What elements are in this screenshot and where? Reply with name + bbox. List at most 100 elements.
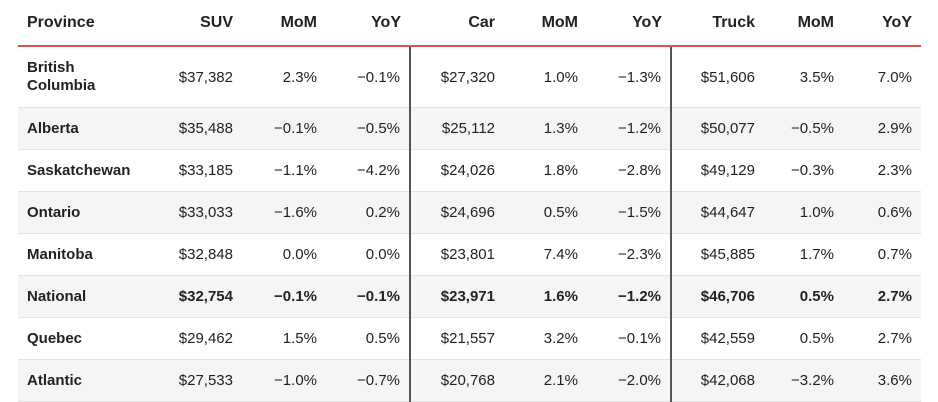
- province-cell: Manitoba: [18, 233, 144, 276]
- table-body: British Columbia $37,382 2.3% −0.1% $27,320 1…: [18, 46, 921, 402]
- truck-price-cell: $42,559: [670, 317, 764, 360]
- header-truck-mom: MoM: [764, 0, 843, 47]
- truck-yoy-cell: 2.7%: [843, 317, 921, 360]
- table-row: British Columbia $37,382 2.3% −0.1% $27,320 1…: [18, 46, 921, 108]
- truck-mom-cell: 3.5%: [764, 46, 843, 108]
- car-price-cell: $23,801: [409, 233, 504, 276]
- suv-price-cell: $32,848: [144, 233, 242, 276]
- suv-price-cell: $37,382: [144, 46, 242, 108]
- truck-mom-cell: 1.7%: [764, 233, 843, 276]
- truck-mom-cell: 0.5%: [764, 317, 843, 360]
- table-row: Ontario $33,033 −1.6% 0.2% $24,696 0.5% −1.5% $…: [18, 191, 921, 234]
- suv-yoy-cell: 0.5%: [326, 317, 410, 360]
- truck-mom-cell: 0.5%: [764, 275, 843, 318]
- suv-mom-cell: −0.1%: [242, 107, 326, 150]
- truck-yoy-cell: 3.6%: [843, 359, 921, 402]
- car-price-cell: $24,026: [409, 149, 504, 192]
- truck-price-cell: $49,129: [670, 149, 764, 192]
- suv-mom-cell: −1.1%: [242, 149, 326, 192]
- province-cell: Quebec: [18, 317, 144, 360]
- suv-price-cell: $29,462: [144, 317, 242, 360]
- car-price-cell: $27,320: [409, 46, 504, 108]
- header-truck: Truck: [671, 0, 764, 47]
- province-cell: Saskatchewan: [18, 149, 144, 192]
- car-price-cell: $24,696: [409, 191, 504, 234]
- car-yoy-cell: −2.8%: [587, 149, 671, 192]
- truck-price-cell: $45,885: [670, 233, 764, 276]
- truck-yoy-cell: 2.7%: [843, 275, 921, 318]
- suv-price-cell: $35,488: [144, 107, 242, 150]
- car-yoy-cell: −1.3%: [587, 46, 671, 108]
- price-table-container: Province SUV MoM YoY Car MoM YoY Truck M…: [18, 0, 921, 402]
- truck-mom-cell: −3.2%: [764, 359, 843, 402]
- car-mom-cell: 1.0%: [504, 46, 587, 108]
- car-yoy-cell: −1.5%: [587, 191, 671, 234]
- truck-yoy-cell: 0.6%: [843, 191, 921, 234]
- suv-mom-cell: −1.6%: [242, 191, 326, 234]
- suv-mom-cell: 2.3%: [242, 46, 326, 108]
- header-car: Car: [410, 0, 504, 47]
- province-cell: Atlantic: [18, 359, 144, 402]
- table-header-row: Province SUV MoM YoY Car MoM YoY Truck M…: [18, 0, 921, 47]
- car-yoy-cell: −2.0%: [587, 359, 671, 402]
- suv-price-cell: $33,185: [144, 149, 242, 192]
- truck-price-cell: $46,706: [670, 275, 764, 318]
- header-car-yoy: YoY: [587, 0, 671, 47]
- truck-price-cell: $50,077: [670, 107, 764, 150]
- suv-mom-cell: −1.0%: [242, 359, 326, 402]
- suv-yoy-cell: −0.5%: [326, 107, 410, 150]
- header-province: Province: [18, 0, 144, 47]
- suv-price-cell: $33,033: [144, 191, 242, 234]
- suv-mom-cell: 1.5%: [242, 317, 326, 360]
- suv-mom-cell: 0.0%: [242, 233, 326, 276]
- truck-yoy-cell: 0.7%: [843, 233, 921, 276]
- truck-yoy-cell: 7.0%: [843, 46, 921, 108]
- header-suv-mom: MoM: [242, 0, 326, 47]
- car-yoy-cell: −0.1%: [587, 317, 671, 360]
- car-yoy-cell: −2.3%: [587, 233, 671, 276]
- suv-yoy-cell: −4.2%: [326, 149, 410, 192]
- suv-yoy-cell: −0.7%: [326, 359, 410, 402]
- car-mom-cell: 7.4%: [504, 233, 587, 276]
- province-cell: British Columbia: [18, 46, 144, 108]
- province-cell: Ontario: [18, 191, 144, 234]
- header-car-mom: MoM: [504, 0, 587, 47]
- table-row: Manitoba $32,848 0.0% 0.0% $23,801 7.4% −2.3% $…: [18, 233, 921, 276]
- header-suv-yoy: YoY: [326, 0, 410, 47]
- price-table: Province SUV MoM YoY Car MoM YoY Truck M…: [18, 0, 921, 402]
- car-mom-cell: 3.2%: [504, 317, 587, 360]
- car-mom-cell: 1.8%: [504, 149, 587, 192]
- car-price-cell: $23,971: [409, 275, 504, 318]
- table-row: Alberta $35,488 −0.1% −0.5% $25,112 1.3% −1.2%…: [18, 107, 921, 150]
- suv-price-cell: $32,754: [144, 275, 242, 318]
- car-price-cell: $21,557: [409, 317, 504, 360]
- car-yoy-cell: −1.2%: [587, 275, 671, 318]
- header-truck-yoy: YoY: [843, 0, 921, 47]
- suv-yoy-cell: 0.2%: [326, 191, 410, 234]
- province-cell: Alberta: [18, 107, 144, 150]
- header-suv: SUV: [144, 0, 242, 47]
- truck-price-cell: $51,606: [670, 46, 764, 108]
- truck-price-cell: $42,068: [670, 359, 764, 402]
- table-row: National $32,754 −0.1% −0.1% $23,971 1.6% −1.2…: [18, 275, 921, 318]
- car-mom-cell: 1.3%: [504, 107, 587, 150]
- truck-mom-cell: −0.5%: [764, 107, 843, 150]
- table-row: Atlantic $27,533 −1.0% −0.7% $20,768 2.1% −2.0…: [18, 359, 921, 402]
- car-price-cell: $25,112: [409, 107, 504, 150]
- province-cell: National: [18, 275, 144, 318]
- car-mom-cell: 0.5%: [504, 191, 587, 234]
- truck-price-cell: $44,647: [670, 191, 764, 234]
- suv-yoy-cell: 0.0%: [326, 233, 410, 276]
- car-mom-cell: 2.1%: [504, 359, 587, 402]
- car-price-cell: $20,768: [409, 359, 504, 402]
- truck-mom-cell: −0.3%: [764, 149, 843, 192]
- suv-price-cell: $27,533: [144, 359, 242, 402]
- truck-mom-cell: 1.0%: [764, 191, 843, 234]
- suv-yoy-cell: −0.1%: [326, 275, 410, 318]
- car-mom-cell: 1.6%: [504, 275, 587, 318]
- truck-yoy-cell: 2.9%: [843, 107, 921, 150]
- suv-mom-cell: −0.1%: [242, 275, 326, 318]
- table-row: Saskatchewan $33,185 −1.1% −4.2% $24,026 1.8%…: [18, 149, 921, 192]
- car-yoy-cell: −1.2%: [587, 107, 671, 150]
- table-row: Quebec $29,462 1.5% 0.5% $21,557 3.2% −0.1% $42…: [18, 317, 921, 360]
